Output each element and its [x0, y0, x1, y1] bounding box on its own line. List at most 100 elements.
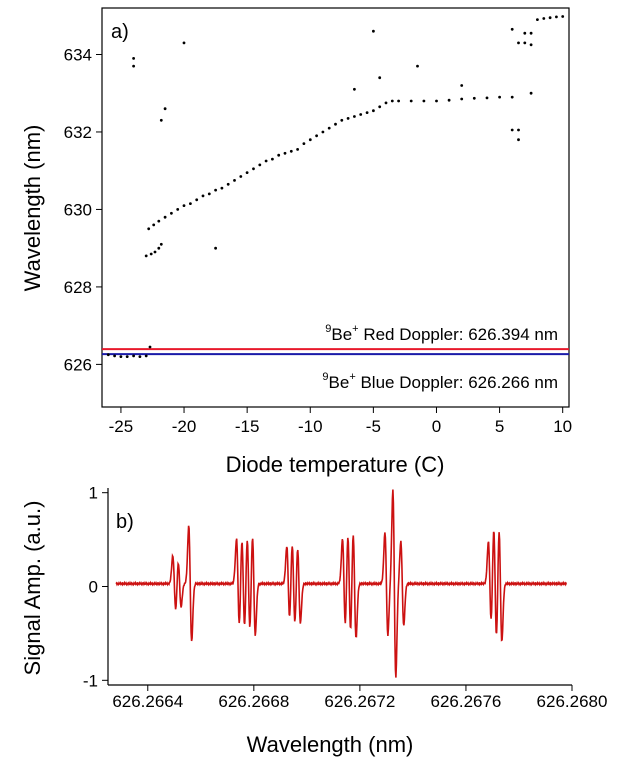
- data-point: [201, 194, 205, 198]
- data-point: [315, 134, 318, 138]
- panel-a-label: a): [111, 21, 129, 43]
- y-tick-label: 0: [89, 578, 98, 597]
- y-tick-label: 626: [64, 355, 92, 374]
- x-tick-label: 626.2676: [430, 692, 501, 711]
- data-point: [252, 167, 255, 171]
- data-point: [233, 179, 236, 182]
- data-point: [189, 202, 192, 206]
- data-point: [170, 211, 173, 215]
- data-point: [163, 107, 167, 111]
- x-tick-label: 626.2668: [218, 692, 289, 711]
- data-point: [353, 87, 356, 91]
- data-point: [485, 96, 489, 100]
- data-point: [132, 57, 136, 60]
- data-point: [340, 118, 344, 122]
- panel-a-x-axis-label: Diode temperature (C): [226, 452, 445, 477]
- data-point: [416, 64, 419, 68]
- data-point: [308, 138, 312, 142]
- data-point: [119, 355, 123, 358]
- data-point: [245, 171, 249, 175]
- data-point: [536, 18, 539, 21]
- data-point: [542, 17, 546, 20]
- y-tick-label: 634: [64, 45, 92, 64]
- data-point: [372, 109, 375, 113]
- data-point: [510, 95, 514, 99]
- data-point: [346, 117, 350, 120]
- panel-a: -25 -20 -15 -10 -5 0 5 10 626 628 630 632 634 a) Di…: [20, 7, 572, 477]
- data-point: [517, 41, 520, 45]
- data-point: [144, 254, 148, 258]
- data-point: [529, 91, 533, 95]
- data-point: [561, 15, 565, 18]
- data-point: [239, 175, 243, 178]
- data-point: [510, 128, 514, 132]
- data-point: [397, 99, 400, 103]
- data-point: [321, 130, 325, 134]
- data-point: [159, 118, 163, 122]
- data-point: [149, 252, 153, 256]
- x-tick-label: 626.2672: [324, 692, 395, 711]
- panel-b-x-ticks: 626.2664 626.2668 626.2672 626.2676 626.2680: [112, 685, 607, 711]
- data-point: [220, 186, 224, 190]
- data-point: [283, 151, 287, 155]
- x-tick-label: -20: [172, 417, 197, 436]
- panel-b-y-ticks: -1 0 1: [83, 484, 108, 690]
- data-point: [277, 153, 281, 157]
- y-tick-label: -1: [83, 671, 98, 690]
- panel-b-marks: [115, 489, 567, 678]
- data-point: [353, 115, 356, 118]
- x-tick-label: 0: [432, 417, 441, 436]
- panel-a-x-ticks: -25 -20 -15 -10 -5 0 5 10: [109, 407, 572, 436]
- data-point: [555, 15, 558, 19]
- x-tick-label: -10: [298, 417, 323, 436]
- data-point: [529, 43, 533, 47]
- panel-b-label: b): [116, 511, 134, 533]
- blue-doppler-annotation: 9Be+ Blue Doppler: 626.266 nm: [322, 371, 558, 392]
- panel-b-x-axis-label: Wavelength (nm): [247, 732, 414, 757]
- data-point: [529, 31, 533, 35]
- data-point: [271, 157, 274, 161]
- data-point: [334, 122, 337, 126]
- data-point: [147, 227, 151, 231]
- data-point: [498, 95, 501, 99]
- data-point: [517, 128, 520, 132]
- data-point: [152, 223, 156, 227]
- data-point: [132, 354, 136, 358]
- data-point: [207, 192, 211, 196]
- data-point: [435, 99, 438, 103]
- data-point: [460, 84, 464, 87]
- data-point: [327, 126, 331, 130]
- data-point: [422, 99, 426, 103]
- data-point: [372, 29, 375, 33]
- panel-a-frame: [101, 7, 570, 408]
- data-point: [226, 182, 230, 186]
- x-tick-label: 10: [553, 417, 572, 436]
- data-point: [138, 355, 142, 358]
- data-point: [390, 99, 394, 103]
- data-point: [548, 16, 552, 20]
- data-point: [264, 159, 268, 163]
- data-point: [125, 355, 129, 358]
- data-point: [523, 41, 527, 45]
- red-doppler-annotation: 9Be+ Red Doppler: 626.394 nm: [325, 323, 558, 344]
- data-point: [384, 101, 388, 105]
- data-point: [182, 204, 186, 208]
- data-point: [148, 345, 152, 349]
- data-point: [365, 111, 369, 114]
- data-point: [523, 31, 527, 35]
- data-point: [182, 41, 186, 45]
- data-point: [289, 149, 293, 153]
- x-tick-label: 626.2664: [112, 692, 183, 711]
- panel-b: 626.2664 626.2668 626.2672 626.2676 626.2680…: [20, 484, 607, 757]
- data-point: [153, 250, 157, 254]
- y-tick-label: 1: [89, 484, 98, 503]
- data-point: [159, 242, 163, 246]
- x-tick-label: 626.2680: [537, 692, 608, 711]
- x-tick-label: -15: [235, 417, 260, 436]
- data-point: [296, 148, 299, 151]
- data-point: [302, 142, 306, 146]
- data-point: [176, 208, 180, 211]
- data-point: [258, 163, 262, 167]
- data-point: [460, 97, 464, 101]
